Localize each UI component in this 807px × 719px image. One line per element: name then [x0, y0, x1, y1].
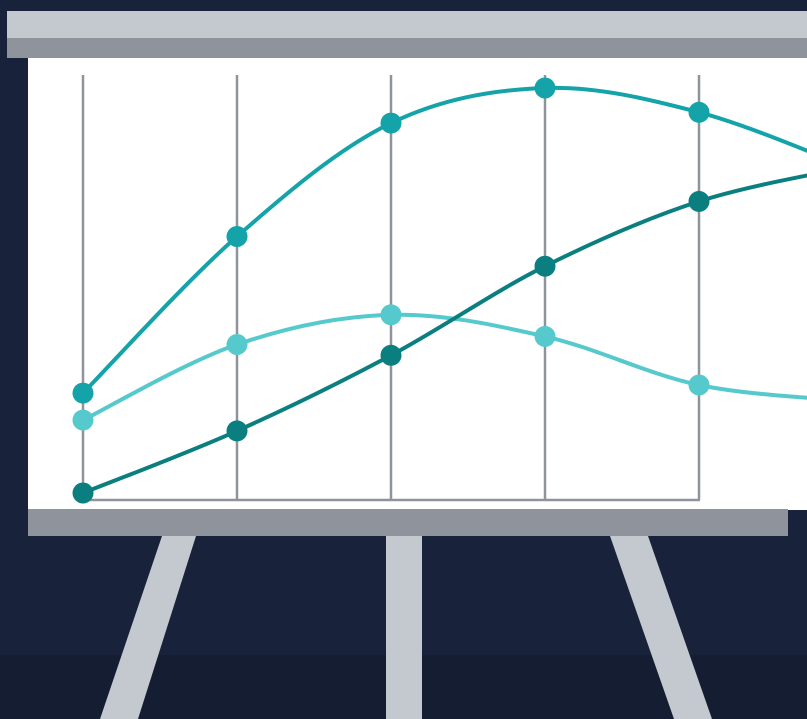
- board-surface: [28, 58, 807, 510]
- series-3-line: [81, 173, 807, 495]
- series-3-point-3: [380, 344, 402, 366]
- series-1-line: [81, 85, 807, 396]
- series-2-point-2: [226, 334, 248, 355]
- series-2-line: [81, 312, 807, 423]
- series-1-point-4: [534, 77, 556, 99]
- series-1-point-5: [688, 101, 710, 123]
- board-top-rail-dark: [7, 38, 807, 58]
- series-1-point-1: [72, 382, 94, 404]
- line-chart: [72, 75, 807, 504]
- series-1-point-3: [380, 112, 402, 134]
- board-top-rail-light: [7, 11, 807, 38]
- series-3-point-4: [534, 255, 556, 277]
- easel-middle-leg: [386, 536, 422, 719]
- series-2-point-1: [72, 409, 94, 431]
- series-2-point-5: [688, 374, 710, 396]
- series-3-point-1: [72, 482, 94, 504]
- series-2-point-4: [534, 325, 556, 347]
- easel-right-leg: [610, 536, 712, 719]
- board-bottom-tray: [28, 509, 788, 536]
- series-3-point-5: [688, 190, 710, 212]
- series-3-point-2: [226, 420, 248, 442]
- easel-left-leg: [100, 536, 196, 719]
- series-2-point-3: [380, 304, 402, 326]
- series-1-point-2: [226, 226, 248, 247]
